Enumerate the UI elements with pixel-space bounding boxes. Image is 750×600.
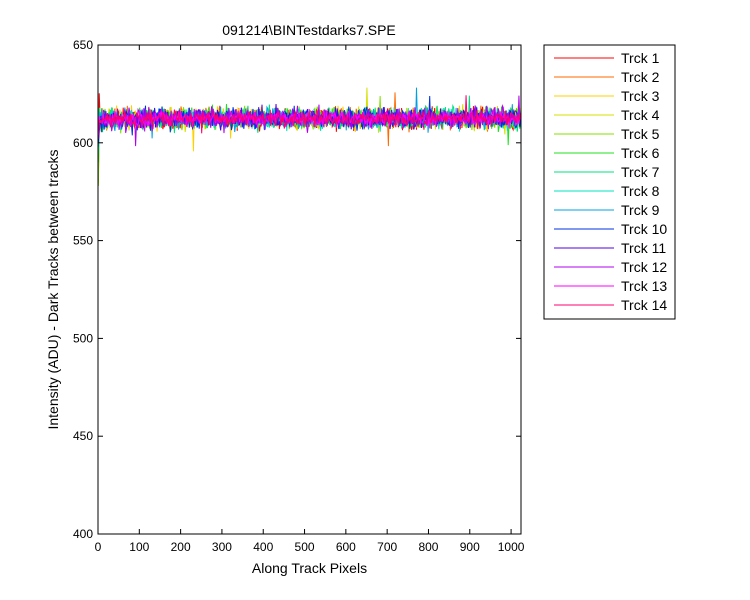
x-axis-label: Along Track Pixels — [252, 560, 367, 576]
x-tick-label: 700 — [377, 540, 397, 554]
legend-label-9: Trck 9 — [621, 202, 660, 218]
y-tick-label: 550 — [73, 234, 93, 248]
series-layer — [97, 87, 522, 186]
legend-label-3: Trck 3 — [621, 88, 660, 104]
x-tick-label: 1000 — [498, 540, 525, 554]
y-tick-label: 400 — [73, 527, 93, 541]
x-tick-label: 100 — [129, 540, 149, 554]
x-tick-label: 600 — [336, 540, 356, 554]
x-tick-label: 900 — [460, 540, 480, 554]
chart-title: 091214\BINTestdarks7.SPE — [222, 22, 396, 38]
legend-label-6: Trck 6 — [621, 145, 660, 161]
y-tick-label: 450 — [73, 429, 93, 443]
x-tick-label: 500 — [295, 540, 315, 554]
y-tick-label: 600 — [73, 136, 93, 150]
legend-label-8: Trck 8 — [621, 183, 660, 199]
x-tick-label: 400 — [253, 540, 273, 554]
x-tick-label: 300 — [212, 540, 232, 554]
legend-label-5: Trck 5 — [621, 126, 660, 142]
legend-label-2: Trck 2 — [621, 69, 660, 85]
legend-label-14: Trck 14 — [621, 297, 667, 313]
y-tick-label: 650 — [73, 38, 93, 52]
legend-label-7: Trck 7 — [621, 164, 660, 180]
series-line-14 — [97, 95, 522, 134]
legend: Trck 1 Trck 2 Trck 3 Trck 4 Trck 5 Trck 6 Trck… — [543, 44, 676, 320]
axes-frame — [97, 44, 522, 535]
legend-label-13: Trck 13 — [621, 278, 667, 294]
legend-label-10: Trck 10 — [621, 221, 667, 237]
legend-label-11: Trck 11 — [621, 240, 666, 256]
legend-label-4: Trck 4 — [621, 107, 660, 123]
y-axis-label: Intensity (ADU) - Dark Tracks between tr… — [45, 149, 61, 429]
x-tick-label: 200 — [171, 540, 191, 554]
legend-label-1: Trck 1 — [621, 50, 660, 66]
x-tick-label: 800 — [418, 540, 438, 554]
legend-label-12: Trck 12 — [621, 259, 667, 275]
x-tick-label: 0 — [95, 540, 102, 554]
axes-layer: 0 100 200 300 400 500 600 700 800 900 1000 400 450 50… — [73, 38, 525, 554]
legend-box — [543, 44, 676, 320]
y-tick-label: 500 — [73, 331, 93, 345]
